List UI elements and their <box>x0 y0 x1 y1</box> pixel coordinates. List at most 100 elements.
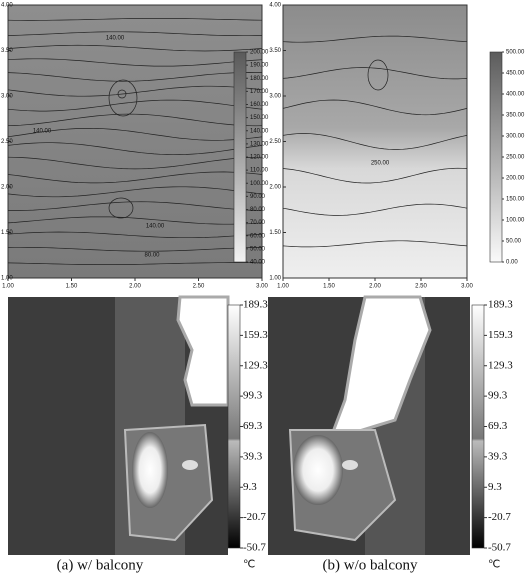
y-tick-label: 1.00 <box>269 276 281 282</box>
y-tick-label: 2.50 <box>1 139 13 145</box>
colorbar-tick-label: 400.00 <box>506 92 525 98</box>
colorbar-tick-label: 0.00 <box>506 260 518 266</box>
colorbar-tick-label: 50.00 <box>506 239 522 245</box>
x-tick-label: 3.00 <box>461 284 473 290</box>
contour-label: 140.00 <box>106 36 125 42</box>
colorbar-tick-label: -20.7 <box>243 511 266 523</box>
x-tick-label: 1.00 <box>2 284 14 290</box>
y-tick-label: 3.00 <box>269 94 281 100</box>
contour-line <box>7 171 263 184</box>
colorbar-tick-label: 159.3 <box>488 329 513 341</box>
contour-line <box>7 44 263 52</box>
contour-line <box>108 79 138 117</box>
colorbar-tick-label: 110.00 <box>250 168 269 174</box>
contour-line <box>282 167 468 184</box>
y-tick-label: 1.00 <box>1 276 13 282</box>
contour-line <box>7 186 263 198</box>
colorbar-tick-label: 69.3 <box>243 420 263 432</box>
contour-line <box>7 231 263 239</box>
y-tick-label: 3.50 <box>269 48 281 54</box>
contour-line <box>7 156 263 170</box>
y-tick-label: 4.00 <box>269 3 281 9</box>
y-tick-label: 2.00 <box>269 185 281 191</box>
contour-line <box>7 72 263 82</box>
contour-line <box>7 201 263 211</box>
x-tick-label: 1.00 <box>277 284 289 290</box>
colorbar-tick-label: 170.00 <box>250 89 269 95</box>
contour-line <box>282 35 468 43</box>
x-tick-label: 2.00 <box>129 284 141 290</box>
colorbar-tick-label: 180.00 <box>250 76 269 82</box>
contour-line <box>282 99 468 116</box>
colorbar-tick-label: 189.3 <box>488 299 513 311</box>
colorbar-tick-label: 80.00 <box>250 207 266 213</box>
y-tick-label: 1.50 <box>269 230 281 236</box>
colorbar-tick-label: 189.3 <box>243 299 268 311</box>
contour-line <box>7 127 263 141</box>
contour-line <box>282 67 468 80</box>
colorbar-tick-label: 50.00 <box>250 246 266 252</box>
contour-line <box>282 240 468 248</box>
y-tick-label: 3.00 <box>1 94 13 100</box>
plot-area <box>282 4 468 279</box>
contour-line <box>7 99 263 112</box>
contour-line <box>7 262 263 265</box>
y-tick-label: 3.50 <box>1 48 13 54</box>
colorbar-tick-label: 250.00 <box>506 155 525 161</box>
colorbar-tick-label: 159.3 <box>243 329 268 341</box>
colorbar-tick-label: 500.00 <box>506 50 525 56</box>
colorbar-tick-label: 129.3 <box>243 359 268 371</box>
colorbar-unit: ℃ <box>488 559 500 571</box>
contour-label: 140.00 <box>33 129 52 135</box>
colorbar-tick-label: 130.00 <box>250 141 269 147</box>
colorbar-tick-label: 70.00 <box>250 220 266 226</box>
x-tick-label: 1.50 <box>323 284 335 290</box>
colorbar-tick-label: 60.00 <box>250 233 266 239</box>
x-tick-label: 2.50 <box>193 284 205 290</box>
colorbar-unit: ℃ <box>243 559 255 571</box>
contour-line <box>7 113 263 127</box>
caption: (a) w/ balcony <box>57 557 144 573</box>
colorbar-tick-label: 120.00 <box>250 155 269 161</box>
contour-line <box>7 18 263 21</box>
colorbar-tick-label: 300.00 <box>506 134 525 140</box>
contour-line <box>7 246 263 252</box>
contour-line <box>7 85 263 97</box>
contour-line <box>282 203 468 216</box>
colorbar-tick-label: 450.00 <box>506 71 525 77</box>
colorbar <box>233 51 247 263</box>
colorbar-tick-label: 150.00 <box>250 115 269 121</box>
contour-label: 140.00 <box>146 224 165 230</box>
x-tick-label: 2.00 <box>369 284 381 290</box>
y-tick-label: 2.00 <box>1 185 13 191</box>
colorbar-tick-label: 129.3 <box>488 359 513 371</box>
colorbar-tick-label: 39.3 <box>488 450 508 462</box>
contour-line <box>282 133 468 150</box>
thermal-image <box>8 295 230 555</box>
contour-line <box>7 31 263 37</box>
colorbar-tick-label: 160.00 <box>250 102 269 108</box>
contour-line <box>7 58 263 67</box>
colorbar-tick-label: 39.3 <box>243 450 263 462</box>
colorbar-tick-label: 150.00 <box>506 197 525 203</box>
contour-line <box>367 59 389 91</box>
contour-line <box>108 197 134 219</box>
x-tick-label: 1.50 <box>66 284 78 290</box>
x-tick-label: 2.50 <box>415 284 427 290</box>
contour-line <box>7 142 263 156</box>
colorbar-tick-label: 90.00 <box>250 194 266 200</box>
contour-line <box>7 216 263 225</box>
colorbar-tick-label: -20.7 <box>488 511 511 523</box>
colorbar-tick-label: 40.00 <box>250 260 266 266</box>
colorbar-tick-label: 200.00 <box>250 50 269 56</box>
colorbar-tick-label: 99.3 <box>488 390 508 402</box>
y-tick-label: 2.50 <box>269 139 281 145</box>
colorbar-tick-label: 100.00 <box>250 181 269 187</box>
thermal-image <box>268 295 470 555</box>
colorbar-tick-label: 350.00 <box>506 113 525 119</box>
caption: (b) w/o balcony <box>323 557 418 573</box>
colorbar-tick-label: 100.00 <box>506 218 525 224</box>
colorbar <box>471 304 485 549</box>
colorbar-tick-label: 99.3 <box>243 390 263 402</box>
